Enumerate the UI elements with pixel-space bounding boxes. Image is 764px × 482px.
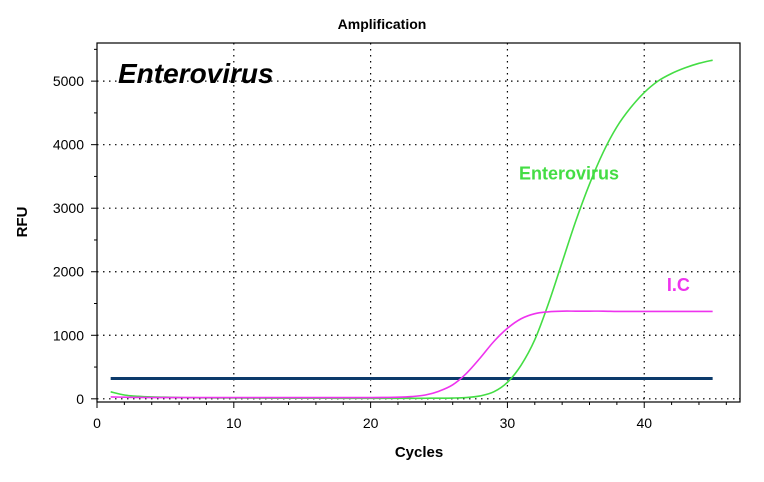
chart-title: Amplification: [338, 16, 427, 32]
series-line-i-c: [110, 310, 713, 399]
y-tick-label: 3000: [53, 200, 84, 216]
y-tick-label: 0: [76, 391, 84, 407]
y-tick-label: 4000: [53, 137, 84, 153]
series-label-enterovirus: Enterovirus: [519, 164, 619, 184]
y-tick-label: 5000: [53, 73, 84, 89]
x-tick-label: 0: [93, 415, 101, 431]
y-tick-label: 1000: [53, 327, 84, 343]
y-tick-label: 2000: [53, 264, 84, 280]
y-axis-label: RFU: [14, 207, 31, 238]
series-layer: Enterovirus I.C: [110, 59, 713, 400]
x-tick-label: 20: [363, 415, 379, 431]
x-axis-label: Cycles: [395, 444, 443, 461]
x-tick-label: 30: [500, 415, 516, 431]
axis-layer: 0 10 20 30 40 0 1000 2000 3000 4000 5000: [53, 48, 727, 431]
inset-title: Enterovirus: [118, 58, 274, 89]
series-label-i-c: I.C: [667, 275, 690, 295]
x-tick-label: 40: [636, 415, 652, 431]
x-tick-label: 10: [226, 415, 242, 431]
plot-frame: [96, 42, 741, 403]
